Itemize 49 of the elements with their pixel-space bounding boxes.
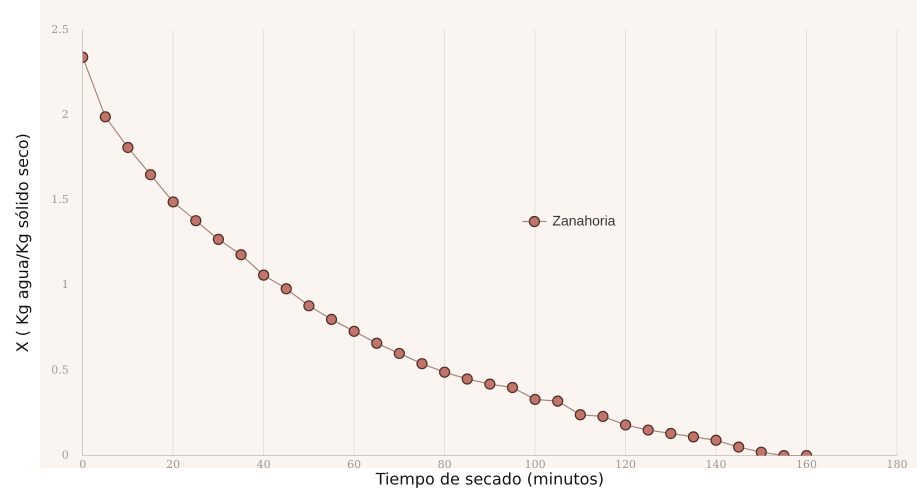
legend-label: Zanahoria xyxy=(552,212,616,228)
y-tick-label: 1 xyxy=(62,278,69,292)
point xyxy=(597,410,609,422)
point xyxy=(144,169,156,180)
point xyxy=(506,382,518,394)
point xyxy=(756,446,767,456)
point xyxy=(348,326,360,337)
point xyxy=(552,396,564,407)
point xyxy=(190,215,202,226)
x-tick-label: 60 xyxy=(347,458,362,472)
point xyxy=(235,249,247,260)
x-tick-label: 20 xyxy=(166,458,180,472)
x-tick-label: 180 xyxy=(886,458,908,472)
x-tick-label: 140 xyxy=(706,458,727,472)
point xyxy=(665,428,676,440)
point xyxy=(122,142,134,154)
x-tick-label: 120 xyxy=(615,458,636,472)
point xyxy=(574,409,586,420)
x-tick-label: 80 xyxy=(438,458,452,472)
y-tick-label: 1.5 xyxy=(51,193,69,206)
point xyxy=(394,348,405,360)
point xyxy=(484,378,496,390)
x-tick-label: 0 xyxy=(79,458,86,472)
point xyxy=(688,431,700,442)
point xyxy=(371,338,382,349)
y-tick-label: 2 xyxy=(62,108,69,121)
x-axis-title: Tiempo de secado (minutos) xyxy=(374,470,604,489)
point xyxy=(642,424,654,436)
x-tick-label: 160 xyxy=(796,458,818,472)
point xyxy=(303,300,314,312)
point xyxy=(733,441,744,453)
point xyxy=(416,358,428,370)
point xyxy=(258,270,270,281)
point xyxy=(620,419,632,431)
point xyxy=(100,111,111,122)
point xyxy=(439,366,450,378)
x-tick-label: 40 xyxy=(256,458,271,472)
point xyxy=(212,234,224,245)
x-tick-label: 100 xyxy=(524,458,546,472)
point xyxy=(462,373,473,385)
y-tick-label: 0.5 xyxy=(51,363,69,376)
y-tick-label: 0 xyxy=(62,448,69,462)
y-axis-title: X ( Kg agua/Kg sólido seco) xyxy=(12,133,32,352)
point xyxy=(529,394,541,406)
point xyxy=(710,434,722,446)
y-tick-label: 2.5 xyxy=(51,22,69,36)
point xyxy=(326,314,338,326)
point xyxy=(168,196,179,208)
point xyxy=(280,283,292,294)
